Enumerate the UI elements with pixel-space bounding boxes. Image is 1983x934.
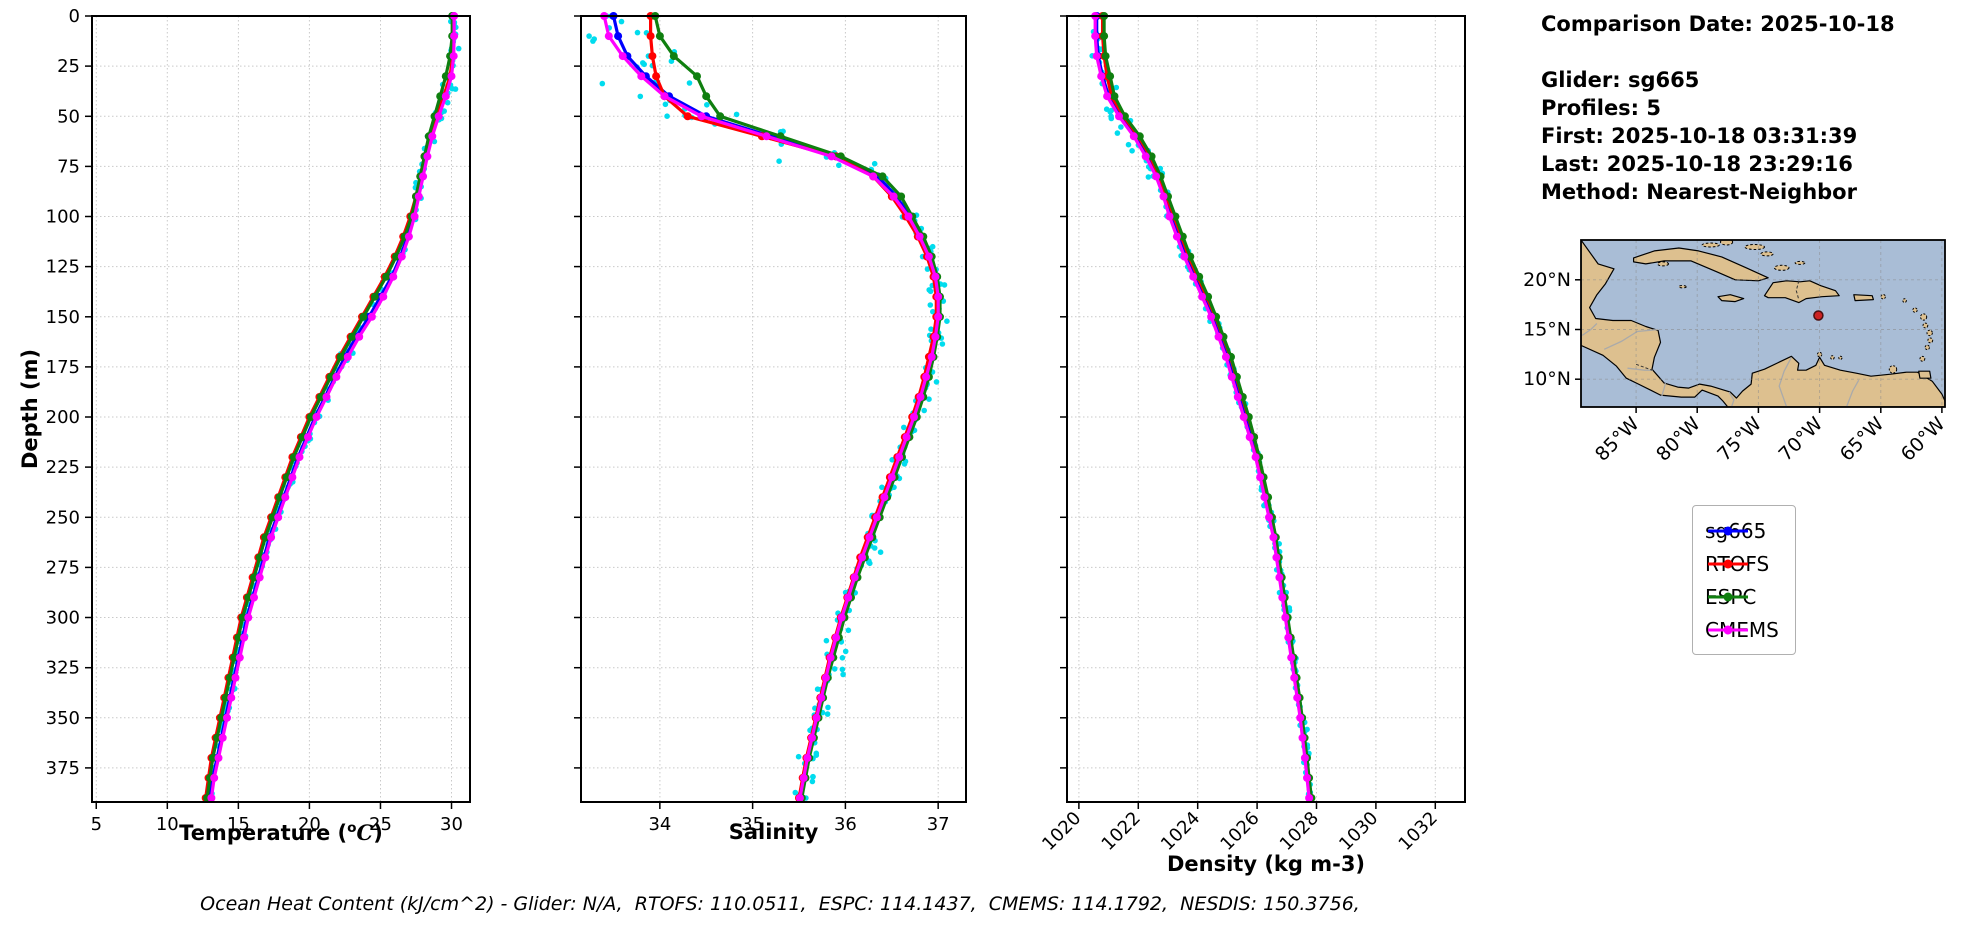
plot-frame	[1066, 15, 1466, 803]
svg-text:150: 150	[46, 307, 80, 328]
svg-text:35: 35	[741, 814, 764, 835]
svg-text:325: 325	[46, 658, 80, 679]
svg-text:60°W: 60°W	[1897, 413, 1950, 466]
svg-text:1028: 1028	[1276, 808, 1323, 855]
svg-text:0: 0	[69, 6, 80, 27]
legend-item-ESPC: ESPC	[1705, 580, 1779, 613]
info-panel: Comparison Date: 2025-10-18 Glider: sg66…	[1541, 10, 1895, 206]
svg-text:36: 36	[834, 814, 857, 835]
legend-marker-ESPC	[1708, 592, 1748, 601]
svg-text:10: 10	[156, 814, 179, 835]
svg-text:50: 50	[57, 106, 80, 127]
svg-text:65°W: 65°W	[1836, 413, 1889, 466]
svg-text:225: 225	[46, 457, 80, 478]
last-profile-time-text: Last: 2025-10-18 23:29:16	[1541, 152, 1853, 176]
salinity-profile-chart: 34 35 36 37	[574, 12, 967, 835]
series-sg665	[205, 12, 458, 802]
legend-items: sg665RTOFSESPCCMEMS	[1705, 514, 1779, 646]
ocean-heat-content-footer: Ocean Heat Content (kJ/cm^2) - Glider: N…	[200, 893, 1360, 915]
glider-id-text: Glider: sg665	[1541, 68, 1700, 92]
tick-labels: 1020 1022 1024 1026 1028 1030 1032	[1038, 15, 1442, 855]
legend-marker-CMEMS	[1708, 625, 1748, 634]
density-axis-label: Density (kg m-3)	[1166, 852, 1366, 876]
temperature-profile-chart: 5 10 15 20 25 3002550751001251501752002252502…	[46, 6, 471, 835]
svg-text:20°N: 20°N	[1523, 269, 1571, 291]
salinity-axis-label: Salinity	[728, 820, 819, 844]
svg-text:1026: 1026	[1216, 808, 1263, 855]
series-ESPC	[651, 12, 944, 802]
tick-labels: 34 35 36 37	[574, 15, 950, 835]
svg-text:175: 175	[46, 357, 80, 378]
legend-item-CMEMS: CMEMS	[1705, 613, 1779, 646]
legend-marker-RTOFS	[1708, 559, 1748, 568]
svg-text:85°W: 85°W	[1591, 413, 1644, 466]
svg-text:275: 275	[46, 557, 80, 578]
grid-layer	[1067, 15, 1465, 802]
legend-item-sg665: sg665	[1705, 514, 1779, 547]
series-RTOFS	[646, 12, 941, 802]
svg-text:300: 300	[46, 608, 80, 629]
series-sg665	[1092, 12, 1315, 802]
legend-item-RTOFS: RTOFS	[1705, 547, 1779, 580]
svg-text:75°W: 75°W	[1713, 413, 1766, 466]
svg-text:350: 350	[46, 708, 80, 729]
svg-text:1024: 1024	[1157, 808, 1204, 855]
svg-text:1022: 1022	[1098, 808, 1145, 855]
svg-text:25: 25	[369, 814, 392, 835]
svg-text:200: 200	[46, 407, 80, 428]
svg-text:37: 37	[927, 814, 950, 835]
first-profile-time-text: First: 2025-10-18 03:31:39	[1541, 124, 1858, 148]
profiles-count-text: Profiles: 5	[1541, 96, 1662, 120]
svg-text:80°W: 80°W	[1652, 413, 1705, 466]
series-sg665	[609, 12, 943, 802]
glider-position-marker	[1813, 310, 1824, 321]
land-masses	[1581, 240, 1945, 407]
plot-frame	[91, 15, 471, 803]
series-CMEMS	[600, 12, 943, 802]
plot-frame	[580, 15, 967, 803]
svg-text:34: 34	[648, 814, 671, 835]
temperature-axis-label: Temperature (oC)	[179, 820, 383, 845]
svg-text:5: 5	[91, 814, 102, 835]
map-frame	[1580, 239, 1946, 408]
svg-text:10°N: 10°N	[1523, 368, 1571, 390]
svg-text:30: 30	[440, 814, 463, 835]
location-map: 20°N 15°N 10°N 85°W 80°W 75°W 70°W 65°W 60°W	[1523, 239, 1950, 466]
svg-text:20: 20	[298, 814, 321, 835]
grid-layer	[92, 15, 470, 802]
graticule	[1581, 240, 1945, 407]
tick-labels: 5 10 15 20 25 3002550751001251501752002252502…	[46, 6, 463, 835]
series-ESPC	[203, 12, 457, 802]
svg-text:15°N: 15°N	[1523, 319, 1571, 341]
svg-text:15: 15	[227, 814, 250, 835]
svg-text:1032: 1032	[1395, 808, 1442, 855]
map-content	[1581, 240, 1945, 407]
svg-text:100: 100	[46, 207, 80, 228]
svg-text:250: 250	[46, 507, 80, 528]
info-spacer	[1541, 38, 1895, 66]
legend-marker-sg665	[1708, 526, 1748, 535]
svg-text:75: 75	[57, 156, 80, 177]
method-text: Method: Nearest-Neighbor	[1541, 180, 1857, 204]
glider-raw-scatter-layer	[205, 18, 462, 801]
svg-text:25: 25	[57, 56, 80, 77]
country-borders	[1581, 280, 1860, 407]
series-CMEMS	[207, 12, 459, 802]
density-profile-chart: 1020 1022 1024 1026 1028 1030 1032	[1038, 12, 1466, 855]
comparison-date-text: Comparison Date: 2025-10-18	[1541, 12, 1895, 36]
svg-text:70°W: 70°W	[1774, 413, 1827, 466]
svg-text:1030: 1030	[1335, 808, 1382, 855]
svg-text:375: 375	[46, 758, 80, 779]
svg-text:125: 125	[46, 257, 80, 278]
svg-text:1020: 1020	[1038, 808, 1085, 855]
legend: sg665RTOFSESPCCMEMS	[1692, 505, 1796, 655]
series-RTOFS	[201, 12, 457, 802]
series-CMEMS	[1091, 12, 1314, 802]
glider-raw-scatter-layer	[1089, 13, 1314, 797]
